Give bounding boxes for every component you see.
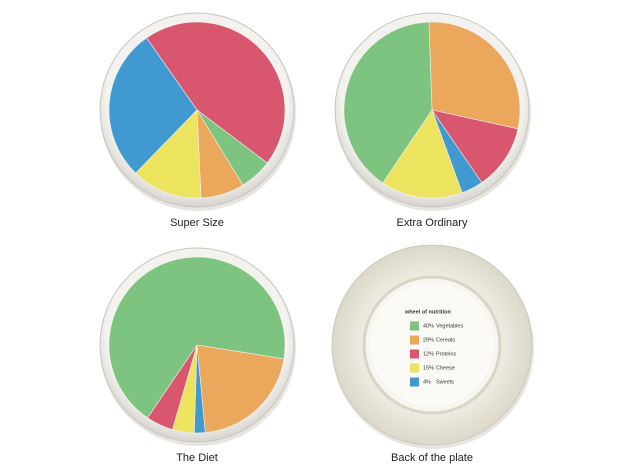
plate-caption: The Diet xyxy=(176,452,218,464)
pie-slice xyxy=(431,109,519,184)
legend-value: 15% xyxy=(423,365,434,371)
legend-swatch xyxy=(410,335,419,345)
legend-value: 29% xyxy=(423,337,434,343)
pie-slice xyxy=(343,21,433,184)
plate-center xyxy=(370,283,494,407)
legend-value: 12% xyxy=(423,351,434,357)
plate-caption: Extra Ordinary xyxy=(397,217,468,229)
pie-slice xyxy=(382,109,463,199)
legend-value: 4% xyxy=(423,379,431,385)
pie-slice xyxy=(146,21,286,164)
pie-slice xyxy=(135,109,202,199)
pie-slice xyxy=(108,37,198,174)
legend-value: 40% xyxy=(423,323,434,329)
pie-slice xyxy=(428,21,521,130)
legend-label: Sweets xyxy=(436,379,454,385)
pie-slice xyxy=(108,256,286,419)
legend-label: Proteins xyxy=(436,351,456,357)
legend-heading: wheel of nutrition xyxy=(404,309,451,315)
plate-caption: Super Size xyxy=(170,217,224,229)
legend-label: Cheese xyxy=(436,365,455,371)
legend-label: Cereals xyxy=(436,337,455,343)
legend-swatch xyxy=(410,377,419,387)
legend-swatch xyxy=(410,321,419,331)
legend-swatch xyxy=(410,363,419,373)
legend-label: Vegetables xyxy=(436,323,463,329)
pie-slice xyxy=(196,344,285,433)
legend-swatch xyxy=(410,349,419,359)
plate-caption: Back of the plate xyxy=(391,452,473,464)
